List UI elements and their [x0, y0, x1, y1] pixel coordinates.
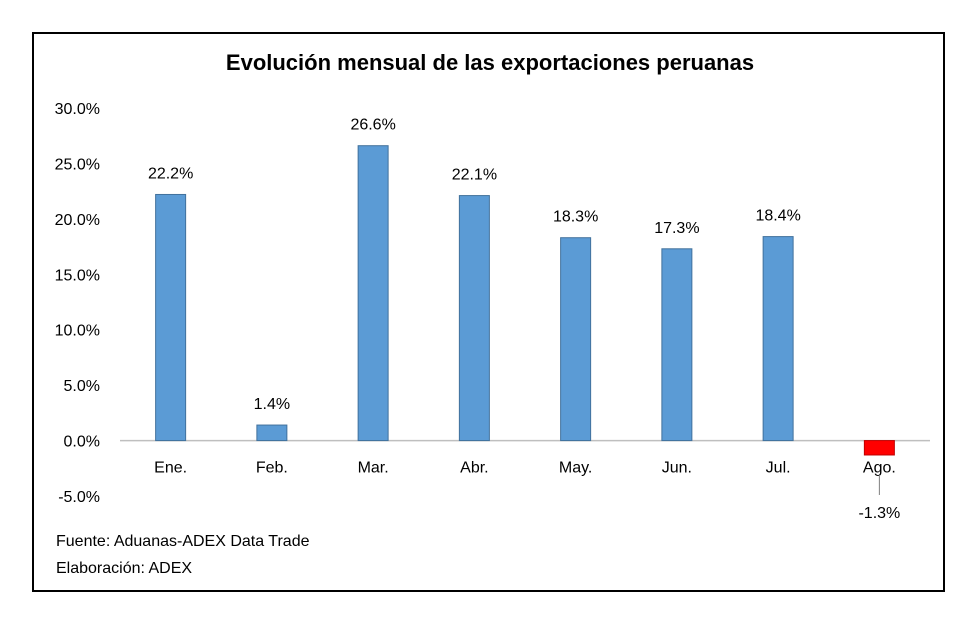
bar-6	[661, 248, 693, 442]
bar-8	[863, 440, 895, 456]
x-tick-label: Mar.	[358, 460, 389, 477]
bar-3	[357, 145, 389, 442]
bar-4	[458, 195, 490, 442]
x-tick-label: Jun.	[662, 460, 692, 477]
bar-2	[256, 424, 288, 442]
data-label: 22.1%	[452, 167, 497, 184]
y-tick-label: 0.0%	[64, 434, 100, 451]
chart-title: Evolución mensual de las exportaciones p…	[225, 50, 755, 75]
data-label: -1.3%	[858, 505, 900, 522]
source-note: Fuente: Aduanas-ADEX Data Trade	[56, 533, 310, 550]
y-tick-label: 15.0%	[55, 267, 100, 284]
x-tick-label: May.	[559, 460, 592, 477]
data-label: 26.6%	[350, 117, 395, 134]
data-label: 18.4%	[755, 208, 800, 225]
bar-5	[560, 237, 592, 442]
chart-frame	[32, 32, 945, 592]
x-tick-label: Ago.	[863, 460, 896, 477]
data-label: 1.4%	[254, 396, 290, 413]
x-tick-label: Ene.	[154, 460, 187, 477]
data-label: 22.2%	[148, 165, 193, 182]
x-tick-label: Abr.	[460, 460, 488, 477]
y-tick-label: 20.0%	[55, 212, 100, 229]
bar-1	[155, 193, 187, 442]
data-label: 18.3%	[553, 209, 598, 226]
author-note: Elaboración: ADEX	[56, 560, 193, 577]
x-tick-label: Feb.	[256, 460, 288, 477]
x-tick-label: Jul.	[766, 460, 791, 477]
data-label: 17.3%	[654, 220, 699, 237]
y-tick-label: 30.0%	[55, 101, 100, 118]
y-tick-label: 25.0%	[55, 156, 100, 173]
y-tick-label: 5.0%	[64, 378, 100, 395]
bar-7	[762, 236, 794, 442]
y-tick-label: -5.0%	[58, 489, 100, 506]
y-tick-label: 10.0%	[55, 323, 100, 340]
